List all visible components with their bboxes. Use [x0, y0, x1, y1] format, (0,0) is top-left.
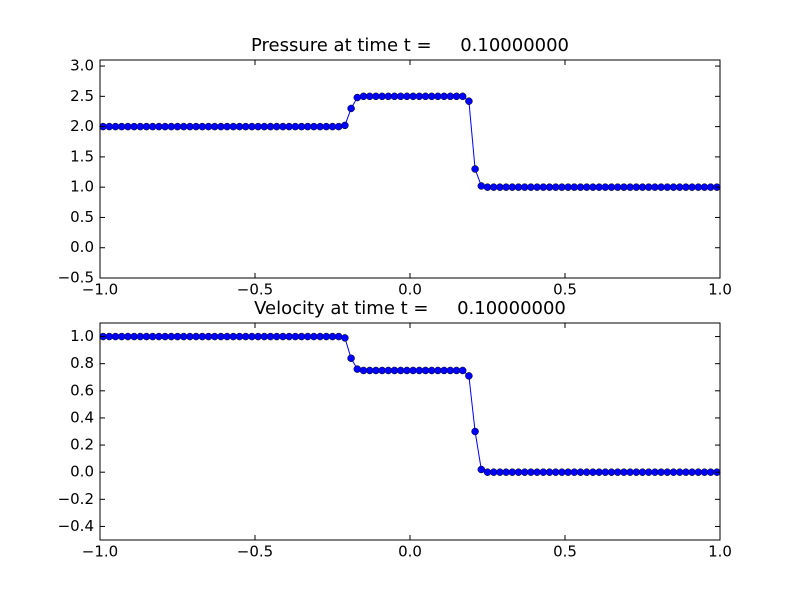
marker: [471, 427, 479, 436]
marker: [248, 332, 256, 341]
x-tick-label: 1.0: [708, 543, 732, 561]
y-tick-label: 0.2: [70, 436, 94, 454]
y-tick-label: −0.5: [58, 269, 94, 287]
marker: [155, 332, 163, 341]
plot-area: [100, 323, 720, 540]
marker: [117, 122, 126, 131]
x-tick-label: −1.0: [82, 281, 118, 299]
marker: [155, 122, 163, 131]
x-tick-label: −1.0: [82, 543, 118, 561]
y-tick-label: 3.0: [70, 57, 94, 75]
marker: [124, 332, 132, 341]
x-tick-label: 0.0: [398, 543, 422, 561]
marker: [458, 92, 467, 101]
marker: [471, 165, 479, 173]
x-tick-label: 1.0: [708, 281, 732, 299]
marker: [334, 332, 343, 341]
marker: [341, 334, 349, 342]
marker: [341, 121, 349, 130]
chart-title: Pressure at time t = 0.10000000: [251, 35, 569, 56]
marker: [353, 365, 362, 373]
marker: [117, 332, 126, 341]
y-tick-label: 1.0: [70, 327, 94, 345]
x-tick-label: −0.5: [237, 281, 273, 299]
x-tick-label: 0.5: [553, 281, 577, 299]
marker: [347, 354, 355, 363]
marker: [334, 122, 343, 131]
marker: [465, 97, 473, 105]
y-tick-label: 0.4: [70, 408, 94, 426]
y-tick-label: 1.5: [70, 147, 94, 165]
marker: [353, 93, 362, 102]
y-tick-label: 0.0: [70, 463, 94, 481]
y-tick-label: −0.2: [58, 490, 94, 508]
marker: [186, 122, 194, 131]
y-tick-label: 0.6: [70, 381, 94, 399]
marker: [248, 122, 256, 131]
marker: [465, 372, 473, 380]
marker: [458, 366, 467, 375]
y-tick-label: 0.8: [70, 354, 94, 372]
x-tick-label: 0.5: [553, 543, 577, 561]
chart-title: Velocity at time t = 0.10000000: [254, 298, 566, 319]
marker: [124, 122, 132, 131]
y-tick-label: 2.0: [70, 117, 94, 135]
marker: [477, 182, 486, 190]
plot-area: [100, 60, 720, 278]
marker: [186, 332, 194, 341]
y-tick-label: 0.0: [70, 238, 94, 256]
marker: [477, 465, 486, 474]
y-tick-label: 0.5: [70, 208, 94, 226]
marker: [217, 332, 225, 341]
y-tick-label: 1.0: [70, 178, 94, 196]
y-tick-label: 2.5: [70, 87, 94, 105]
marker: [217, 122, 225, 131]
y-tick-label: −0.4: [58, 517, 94, 535]
x-tick-label: −0.5: [237, 543, 273, 561]
x-tick-label: 0.0: [398, 281, 422, 299]
marker: [347, 104, 355, 113]
